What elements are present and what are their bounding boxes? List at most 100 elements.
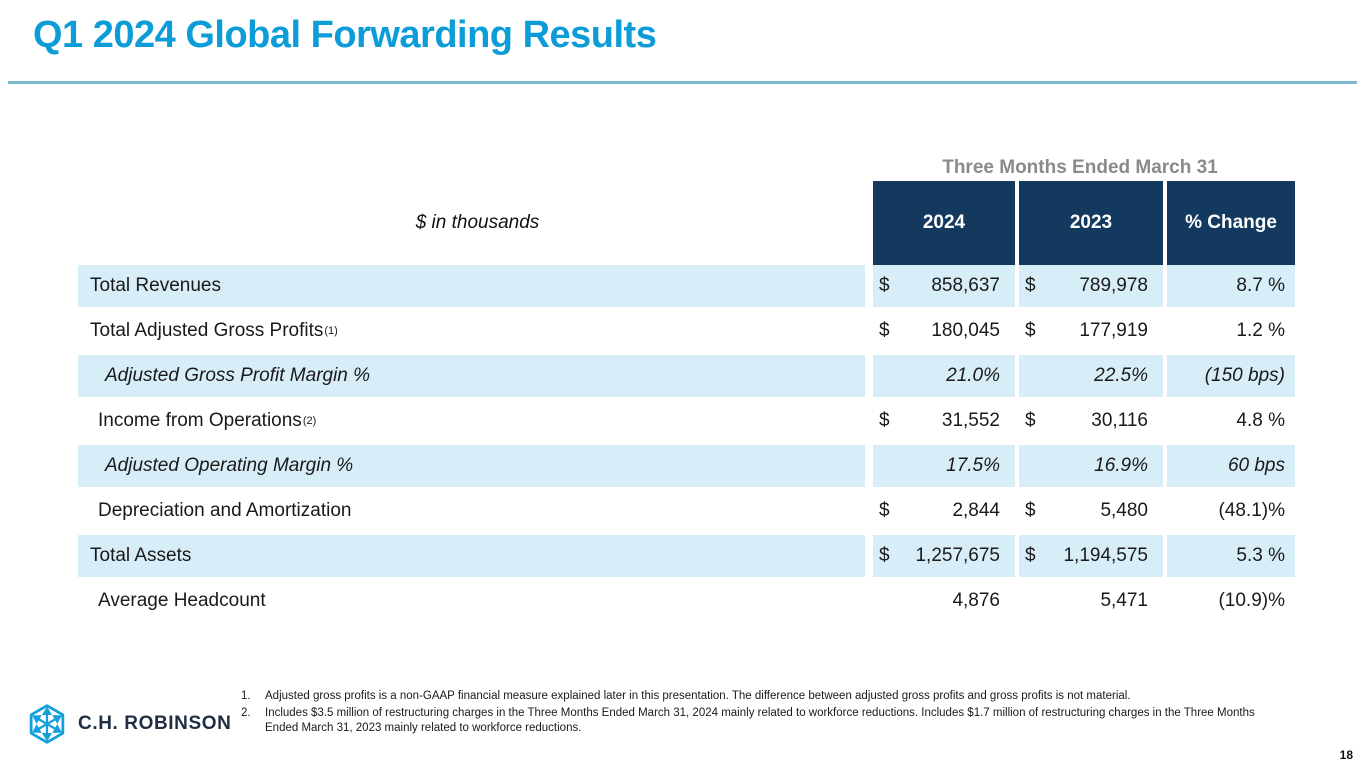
change-cell: (10.9)%	[1163, 580, 1295, 625]
row-label-cell: Income from Operations (2)	[78, 400, 865, 445]
currency-sign: $	[1025, 275, 1036, 296]
value-2024-cell: 21.0%	[865, 355, 1015, 400]
currency-sign: $	[1025, 545, 1036, 566]
page-number: 18	[1339, 748, 1353, 762]
percent-change: 4.8 %	[1236, 410, 1285, 431]
value-2024: 17.5%	[946, 455, 1000, 476]
footnote-1: 1. Adjusted gross profits is a non-GAAP …	[241, 689, 1289, 705]
value-2023: 22.5%	[1094, 365, 1148, 386]
units-header-cell: $ in thousands	[78, 181, 865, 265]
value-2023: 5,471	[1100, 590, 1148, 611]
currency-sign: $	[879, 545, 890, 566]
percent-change: 60 bps	[1227, 455, 1285, 476]
value-2024: 31,552	[941, 410, 1000, 431]
percent-change: 1.2 %	[1236, 320, 1285, 341]
value-2024: 4,876	[952, 590, 1000, 611]
financial-table: Three Months Ended March 31 $ in thousan…	[78, 158, 1295, 625]
value-2024-cell: $1,257,675	[865, 535, 1015, 580]
value-2023-cell: 5,471	[1015, 580, 1163, 625]
footnote-text: Adjusted gross profits is a non-GAAP fin…	[265, 690, 1131, 702]
change-cell: 4.8 %	[1163, 400, 1295, 445]
row-label: Total Revenues	[90, 275, 221, 296]
value-2024: 180,045	[931, 320, 1000, 341]
value-2023: 177,919	[1079, 320, 1148, 341]
currency-sign: $	[879, 320, 890, 341]
change-cell: (150 bps)	[1163, 355, 1295, 400]
change-cell: 1.2 %	[1163, 310, 1295, 355]
row-label: Average Headcount	[98, 590, 266, 611]
value-2024-cell: $180,045	[865, 310, 1015, 355]
value-2023: 5,480	[1100, 500, 1148, 521]
table-row: Total Assets $1,257,675 $1,194,575 5.3 %	[78, 535, 1295, 580]
value-2023-cell: 22.5%	[1015, 355, 1163, 400]
change-cell: (48.1)%	[1163, 490, 1295, 535]
table-row: Average Headcount 4,876 5,471 (10.9)%	[78, 580, 1295, 625]
value-2023: 789,978	[1079, 275, 1148, 296]
percent-change: (10.9)%	[1218, 590, 1285, 611]
table-row: Depreciation and Amortization $2,844 $5,…	[78, 490, 1295, 535]
row-label-cell: Total Assets	[78, 535, 865, 580]
column-header-2024: 2024	[865, 181, 1015, 265]
value-2023: 30,116	[1091, 410, 1148, 431]
percent-change: 5.3 %	[1236, 545, 1285, 566]
column-header-change: % Change	[1163, 181, 1295, 265]
value-2024-cell: 17.5%	[865, 445, 1015, 490]
value-2024-cell: $858,637	[865, 265, 1015, 310]
value-2024: 1,257,675	[915, 545, 1000, 566]
row-label: Total Assets	[90, 545, 192, 566]
row-label-cell: Average Headcount	[78, 580, 865, 625]
table-header-row: $ in thousands 2024 2023 % Change	[78, 181, 1295, 265]
chrobinson-hexagon-icon	[29, 704, 65, 744]
value-2024: 2,844	[952, 500, 1000, 521]
currency-sign: $	[879, 275, 890, 296]
row-label-cell: Total Revenues	[78, 265, 865, 310]
value-2024: 858,637	[931, 275, 1000, 296]
value-2024-cell: $2,844	[865, 490, 1015, 535]
value-2024-cell: 4,876	[865, 580, 1015, 625]
value-2023-cell: $177,919	[1015, 310, 1163, 355]
company-logo-text: C.H. ROBINSON	[78, 713, 232, 734]
units-label: $ in thousands	[415, 212, 540, 233]
percent-change: (150 bps)	[1204, 365, 1285, 386]
company-logo: C.H. ROBINSON	[25, 700, 231, 748]
row-label-cell: Adjusted Gross Profit Margin %	[78, 355, 865, 400]
title-underline	[8, 81, 1357, 84]
value-2023-cell: $789,978	[1015, 265, 1163, 310]
value-2023-cell: 16.9%	[1015, 445, 1163, 490]
currency-sign: $	[1025, 320, 1036, 341]
table-row: Adjusted Operating Margin % 17.5% 16.9% …	[78, 445, 1295, 490]
row-label-cell: Adjusted Operating Margin %	[78, 445, 865, 490]
row-label: Adjusted Operating Margin %	[105, 455, 354, 476]
currency-sign: $	[1025, 500, 1036, 521]
value-2023: 16.9%	[1094, 455, 1148, 476]
row-label: Income from Operations	[98, 410, 302, 431]
footnote-2: 2. Includes $3.5 million of restructurin…	[241, 706, 1289, 737]
table-row: Total Revenues $858,637 $789,978 8.7 %	[78, 265, 1295, 310]
value-2023: 1,194,575	[1063, 545, 1148, 566]
percent-change: 8.7 %	[1236, 275, 1285, 296]
change-cell: 5.3 %	[1163, 535, 1295, 580]
change-cell: 60 bps	[1163, 445, 1295, 490]
value-2024-cell: $31,552	[865, 400, 1015, 445]
column-header-2023: 2023	[1015, 181, 1163, 265]
currency-sign: $	[879, 410, 890, 431]
row-label: Total Adjusted Gross Profits	[90, 320, 324, 341]
table-row: Adjusted Gross Profit Margin % 21.0% 22.…	[78, 355, 1295, 400]
table-group-header: Three Months Ended March 31	[942, 157, 1218, 178]
results-table: $ in thousands 2024 2023 % Change Total …	[78, 181, 1295, 625]
footnote-text: Includes $3.5 million of restructuring c…	[265, 706, 1255, 735]
table-row: Total Adjusted Gross Profits (1) $180,045…	[78, 310, 1295, 355]
row-label-cell: Total Adjusted Gross Profits (1)	[78, 310, 865, 355]
footnote-number: 2.	[241, 706, 251, 719]
row-label: Depreciation and Amortization	[98, 500, 352, 521]
value-2023-cell: $30,116	[1015, 400, 1163, 445]
row-label-cell: Depreciation and Amortization	[78, 490, 865, 535]
table-row: Income from Operations (2) $31,552 $30,11…	[78, 400, 1295, 445]
footnotes: 1. Adjusted gross profits is a non-GAAP …	[241, 689, 1289, 738]
value-2024: 21.0%	[946, 365, 1000, 386]
page-title: Q1 2024 Global Forwarding Results	[33, 14, 657, 56]
currency-sign: $	[879, 500, 890, 521]
value-2023-cell: $1,194,575	[1015, 535, 1163, 580]
change-cell: 8.7 %	[1163, 265, 1295, 310]
percent-change: (48.1)%	[1218, 500, 1285, 521]
